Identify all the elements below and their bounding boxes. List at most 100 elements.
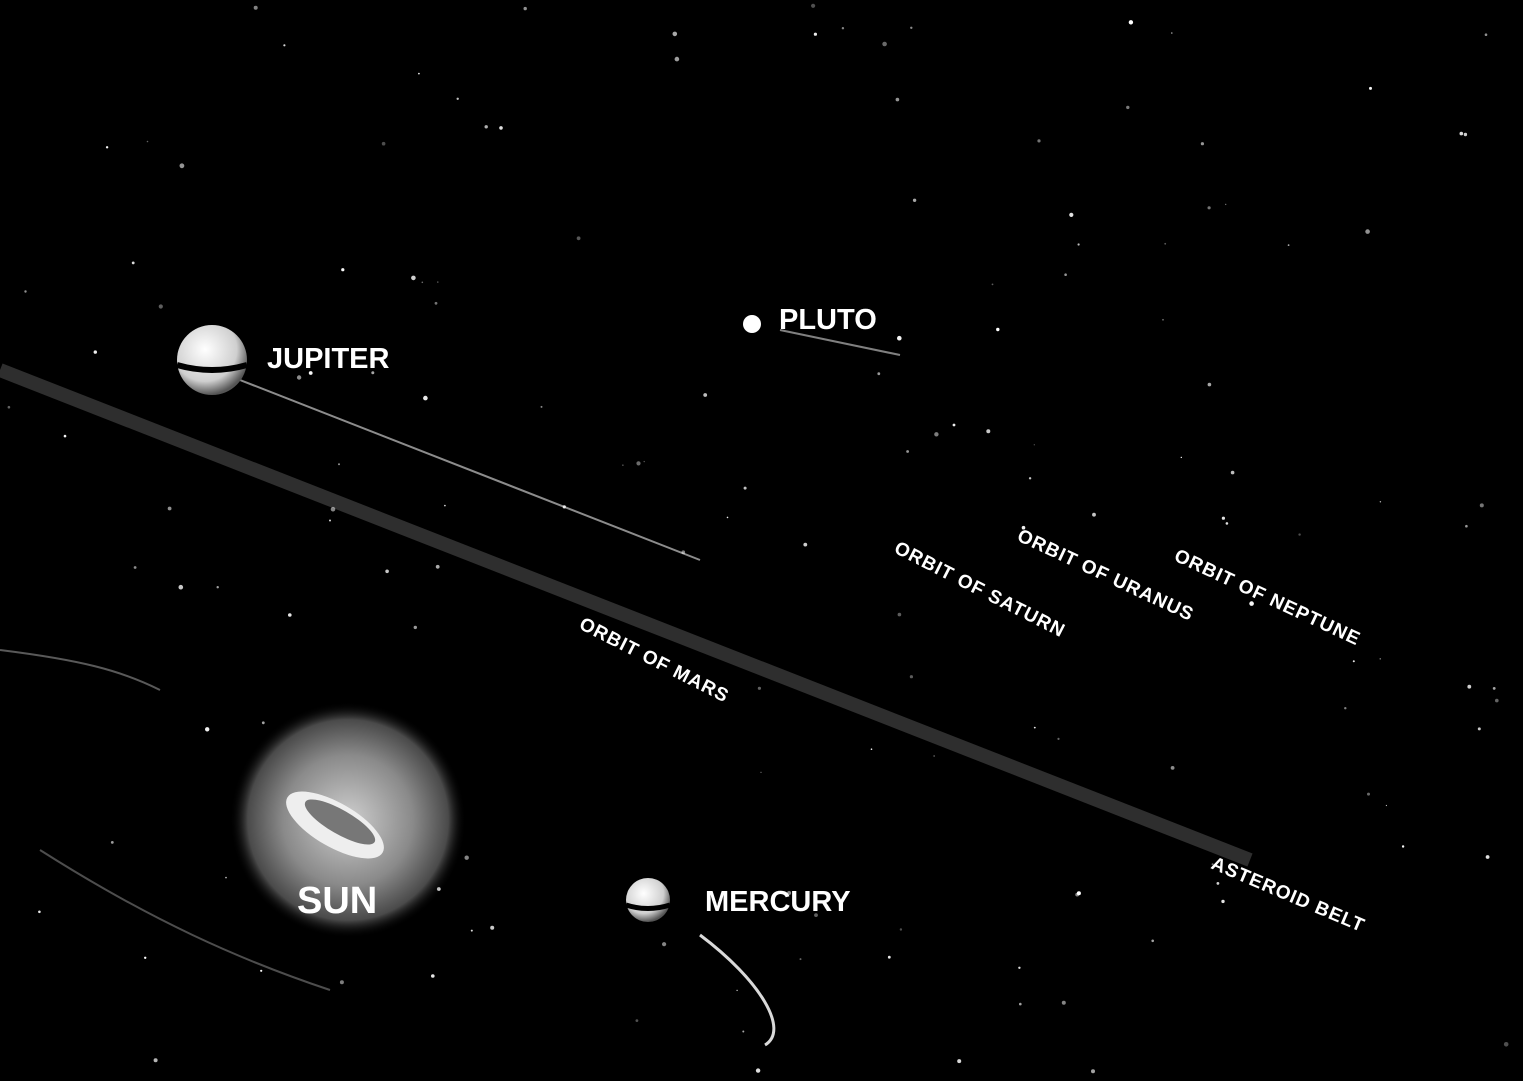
star <box>1369 87 1372 90</box>
star <box>803 543 807 547</box>
star <box>1064 273 1067 276</box>
star <box>490 926 494 930</box>
star <box>1201 142 1204 145</box>
star <box>842 27 844 29</box>
star <box>1365 229 1370 234</box>
star <box>1386 805 1387 806</box>
star <box>1078 243 1080 245</box>
pluto-label: PLUTO <box>779 304 877 336</box>
star <box>1221 900 1224 903</box>
star <box>1222 517 1225 520</box>
star <box>297 375 301 379</box>
star <box>180 163 185 168</box>
star <box>871 748 873 750</box>
star <box>260 970 262 972</box>
star <box>154 1058 158 1062</box>
star <box>577 236 581 240</box>
star <box>1019 1003 1022 1006</box>
star <box>1092 513 1096 517</box>
star <box>341 268 344 271</box>
star <box>465 856 469 860</box>
star <box>457 98 459 100</box>
star <box>703 393 707 397</box>
star <box>1465 525 1468 528</box>
star <box>736 990 737 991</box>
star <box>225 877 227 879</box>
star <box>1034 444 1035 445</box>
star <box>1298 533 1300 535</box>
star <box>382 142 386 146</box>
star <box>1478 727 1481 730</box>
jupiter-planet <box>177 325 247 395</box>
star <box>760 772 761 773</box>
star <box>205 727 209 731</box>
sun-label: SUN <box>297 880 377 922</box>
star <box>910 27 912 29</box>
star <box>1091 1069 1095 1073</box>
star <box>485 125 488 128</box>
star <box>1504 1042 1509 1047</box>
star <box>338 463 340 465</box>
star <box>132 262 135 265</box>
star <box>1208 383 1212 387</box>
star <box>1018 967 1020 969</box>
star <box>288 613 292 617</box>
star <box>1069 213 1073 217</box>
star <box>811 4 815 8</box>
star <box>910 675 913 678</box>
star <box>1164 243 1166 245</box>
mercury-label: MERCURY <box>705 886 851 918</box>
star <box>134 566 137 569</box>
star <box>422 282 424 284</box>
star <box>431 974 435 978</box>
star <box>1485 33 1488 36</box>
star <box>1171 766 1175 770</box>
star <box>953 424 956 427</box>
star <box>435 302 438 305</box>
star <box>744 487 747 490</box>
star <box>1225 204 1226 205</box>
star <box>1057 738 1059 740</box>
star <box>1034 727 1036 729</box>
star <box>262 721 265 724</box>
star <box>636 1019 639 1022</box>
page: {"labels": {"jupiter": "JUPITER", "pluto… <box>0 0 1523 1081</box>
star <box>111 841 114 844</box>
star <box>877 372 880 375</box>
star <box>179 585 184 590</box>
star <box>800 958 802 960</box>
star <box>897 336 902 341</box>
star <box>742 1031 744 1033</box>
star <box>1077 891 1081 895</box>
star <box>471 930 473 932</box>
star <box>1217 882 1220 885</box>
star <box>144 957 146 959</box>
star <box>8 406 11 409</box>
star <box>1151 940 1154 943</box>
star <box>900 928 902 930</box>
star <box>423 396 428 401</box>
star <box>436 565 440 569</box>
star <box>147 141 149 143</box>
star <box>64 435 67 438</box>
star <box>411 276 416 281</box>
star <box>622 465 623 466</box>
star <box>1226 522 1229 525</box>
pluto-planet <box>743 315 761 333</box>
star <box>934 432 938 436</box>
star <box>1493 687 1496 690</box>
star <box>524 7 527 10</box>
star <box>38 911 41 914</box>
star <box>283 44 285 46</box>
star <box>758 687 761 690</box>
star <box>644 461 645 462</box>
star <box>1380 658 1381 659</box>
star <box>24 290 26 292</box>
star <box>888 956 891 959</box>
star <box>168 507 172 511</box>
star <box>673 32 678 37</box>
star <box>896 98 900 102</box>
star <box>882 42 887 47</box>
star <box>957 1059 961 1063</box>
star <box>414 626 417 629</box>
